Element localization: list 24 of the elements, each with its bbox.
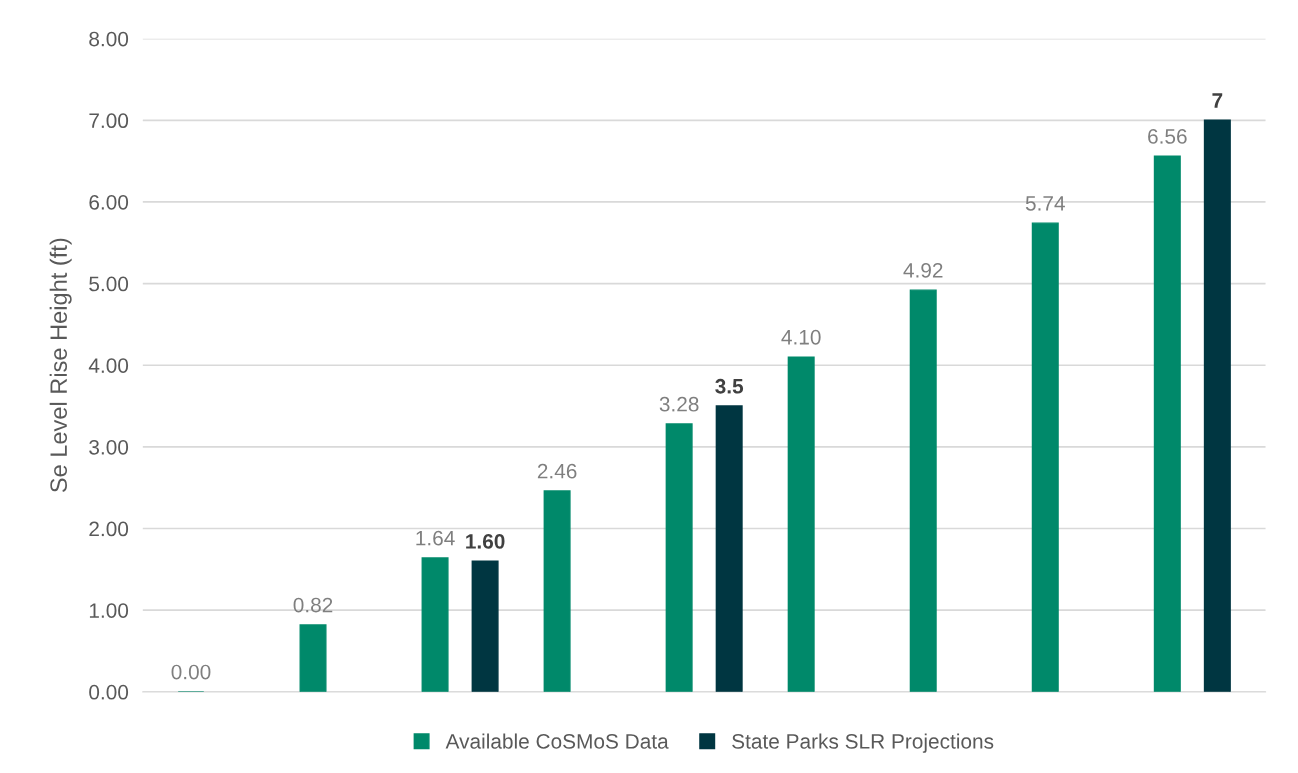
data-label: 1.60 xyxy=(466,533,505,549)
data-label: 3.5 xyxy=(715,378,744,394)
data-label: 0.82 xyxy=(293,597,333,613)
data-label: 1.64 xyxy=(416,530,455,546)
y-tick-label: 7.00 xyxy=(89,113,129,129)
data-label: 6.56 xyxy=(1148,129,1187,144)
data-label: 4.10 xyxy=(781,329,821,345)
y-tick-label: 4.00 xyxy=(88,358,129,373)
y-tick-label: 0.00 xyxy=(89,684,129,700)
data-label: 5.74 xyxy=(1025,196,1065,211)
y-tick-label: 2.00 xyxy=(89,521,129,537)
data-label: 7 xyxy=(1212,93,1223,108)
y-tick-label: 6.00 xyxy=(89,194,129,210)
y-tick-label: 5.00 xyxy=(89,276,129,292)
y-tick-label: 3.00 xyxy=(89,439,129,455)
data-label: 2.46 xyxy=(537,463,577,479)
y-axis-title: Se Level Rise Height (ft) xyxy=(49,238,72,493)
data-label: 3.28 xyxy=(659,396,699,412)
y-tick-label: 8.00 xyxy=(89,31,129,47)
data-label: 0.00 xyxy=(171,664,211,680)
legend-label: State Parks SLR Projections xyxy=(732,733,994,753)
legend-label: Available CoSMoS Data xyxy=(445,733,669,749)
y-tick-label: 1.00 xyxy=(89,603,129,618)
data-label: 4.92 xyxy=(903,262,943,278)
